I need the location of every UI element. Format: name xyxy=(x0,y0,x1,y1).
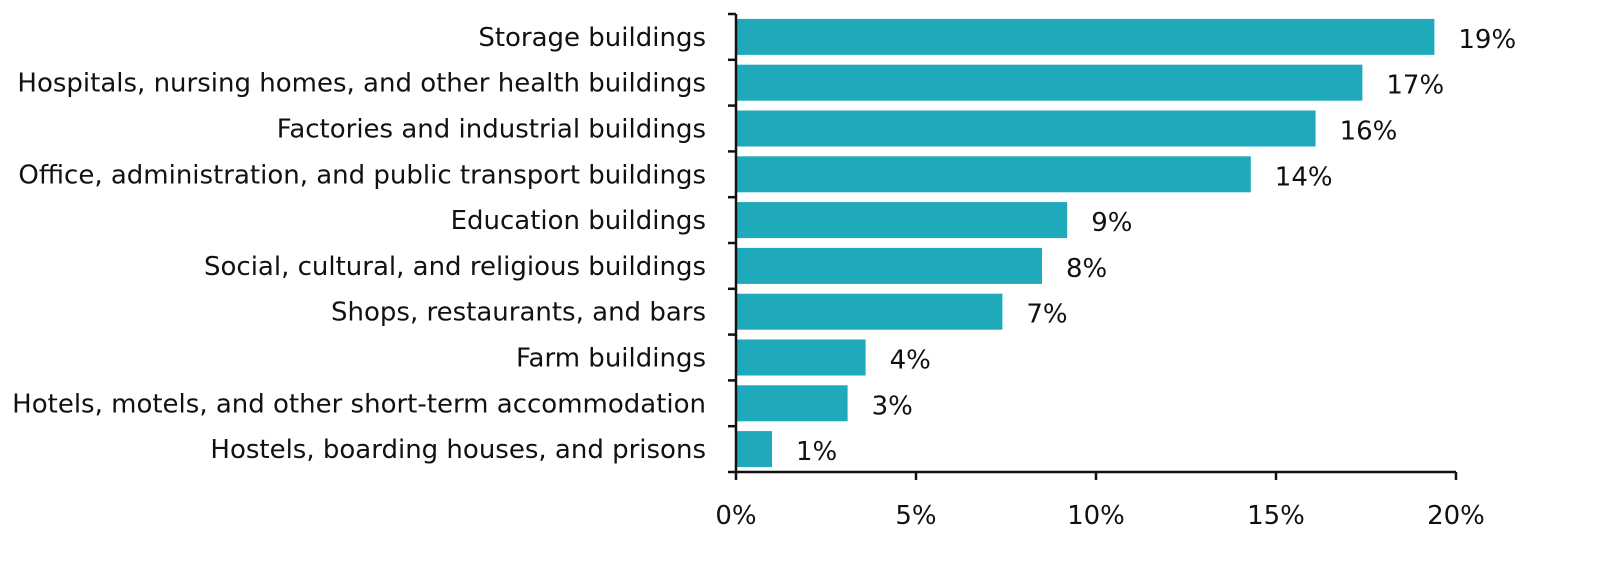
bar-1 xyxy=(736,18,1435,55)
value-label: 17% xyxy=(1386,71,1444,101)
x-tick-label: 0% xyxy=(715,501,756,531)
bars-group xyxy=(736,18,1435,468)
category-label: Shops, restaurants, and bars xyxy=(331,298,706,328)
x-tick-label: 5% xyxy=(895,501,936,531)
value-label: 14% xyxy=(1275,162,1333,192)
bar-7 xyxy=(736,293,1003,330)
value-label: 19% xyxy=(1458,25,1516,55)
category-label: Social, cultural, and religious building… xyxy=(204,252,706,282)
x-tick-label: 10% xyxy=(1067,501,1125,531)
value-label: 7% xyxy=(1026,300,1067,330)
category-label: Farm buildings xyxy=(516,344,706,374)
category-label: Office, administration, and public trans… xyxy=(18,160,706,190)
bar-4 xyxy=(736,156,1251,193)
bar-6 xyxy=(736,247,1042,284)
category-label: Storage buildings xyxy=(478,23,706,53)
bar-5 xyxy=(736,202,1068,239)
bar-10 xyxy=(736,431,772,468)
x-tick-label: 15% xyxy=(1247,501,1305,531)
category-label: Factories and industrial buildings xyxy=(277,115,706,145)
category-label: Hospitals, nursing homes, and other heal… xyxy=(17,69,706,99)
value-label: 9% xyxy=(1091,208,1132,238)
value-label: 8% xyxy=(1066,254,1107,284)
bar-3 xyxy=(736,110,1316,147)
value-labels-group: 19% 17% 16%14% 9% 8% 7% 4% 3% 1% xyxy=(796,25,1516,467)
bar-8 xyxy=(736,339,866,376)
category-label: Hotels, motels, and other short-term acc… xyxy=(12,389,706,419)
y-axis-ticks-group xyxy=(728,12,736,474)
value-label: 4% xyxy=(890,346,931,376)
value-label: 1% xyxy=(796,437,837,467)
category-labels-group: Storage buildings Hospitals, nursing home… xyxy=(12,23,706,465)
value-label: 3% xyxy=(872,391,913,421)
x-tick-label: 20% xyxy=(1427,501,1485,531)
category-label: Education buildings xyxy=(451,206,706,236)
bar-9 xyxy=(736,385,848,422)
value-label: 16% xyxy=(1340,117,1398,147)
x-axis-ticks-group: 0% 5% 10% 15% 20% xyxy=(715,472,1485,531)
bar-2 xyxy=(736,64,1363,101)
category-label: Hostels, boarding houses, and prisons xyxy=(210,435,706,465)
